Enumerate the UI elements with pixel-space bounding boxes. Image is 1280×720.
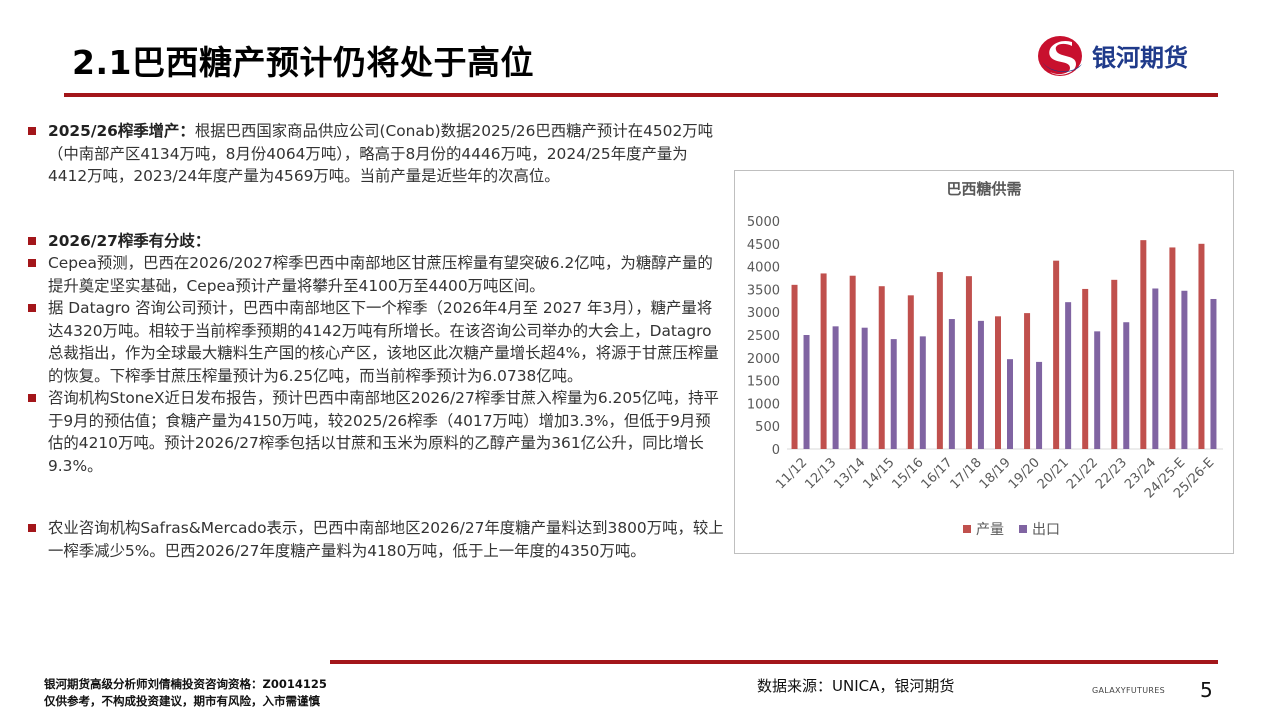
list-item: 据 Datagro 咨询公司预计，巴西中南部地区下一个榨季（2026年4月至 2…: [26, 297, 726, 387]
disclaimer: 银河期货高级分析师刘倩楠投资咨询资格：Z0014125 仅供参考，不构成投资建议…: [44, 676, 327, 710]
list-item: 2025/26榨季增产：根据巴西国家商品供应公司(Conab)数据2025/26…: [26, 120, 726, 188]
y-tick-label: 5000: [747, 215, 780, 230]
legend-swatch: [1019, 525, 1027, 533]
list-item: Cepea预测，巴西在2026/2027榨季巴西中南部地区甘蔗压榨量有望突破6.…: [26, 252, 726, 297]
legend-label: 出口: [1032, 522, 1060, 538]
bar-production: [820, 273, 827, 449]
bullet-icon: [28, 524, 36, 532]
bar-export: [1094, 331, 1101, 449]
bar-production: [849, 275, 856, 449]
y-tick-label: 2000: [747, 352, 780, 367]
bar-export: [977, 320, 984, 449]
x-tick-label: 21/22: [1064, 455, 1101, 492]
y-tick-label: 1000: [747, 397, 780, 412]
bullet-icon: [28, 236, 36, 245]
body-text: 2025/26榨季增产：根据巴西国家商品供应公司(Conab)数据2025/26…: [26, 120, 726, 562]
data-source: 数据来源：UNICA，银河期货: [757, 677, 955, 695]
bar-export: [861, 327, 868, 449]
brand-logo: 银河期货: [1036, 32, 1226, 80]
legend-label: 产量: [976, 522, 1004, 538]
y-tick-label: 1500: [747, 375, 780, 390]
bar-export: [1007, 359, 1013, 449]
bullet-icon: [28, 259, 36, 267]
disclaimer-line-2: 仅供参考，不构成投资建议，期市有风险，入市需谨慎: [44, 694, 320, 708]
bar-production: [936, 272, 943, 449]
bar-production: [907, 295, 914, 449]
list-item: 咨询机构StoneX近日发布报告，预计巴西中南部地区2026/27榨季甘蔗入榨量…: [26, 387, 726, 477]
bar-export: [1036, 361, 1043, 449]
x-tick-label: 12/13: [802, 455, 839, 492]
item-text: 根据巴西国家商品供应公司(Conab)数据2025/26巴西糖产预计在4502万…: [48, 122, 714, 185]
bar-export: [919, 336, 926, 449]
bullet-icon: [28, 304, 36, 312]
bar-production: [1140, 240, 1147, 449]
bullet-icon: [28, 394, 36, 402]
y-tick-label: 3500: [747, 283, 780, 298]
bar-export: [890, 339, 897, 449]
y-tick-label: 500: [755, 420, 780, 435]
item-text: Cepea预测，巴西在2026/2027榨季巴西中南部地区甘蔗压榨量有望突破6.…: [48, 254, 713, 295]
bar-production: [878, 286, 885, 449]
footer-divider: [330, 660, 1218, 664]
bar-production: [1198, 243, 1205, 449]
brand-name: 银河期货: [1092, 44, 1188, 72]
item-text: 据 Datagro 咨询公司预计，巴西中南部地区下一个榨季（2026年4月至 2…: [48, 299, 719, 385]
sugar-supply-chart: 巴西糖供需 0 500 1000 1500 2000 2500 3000 3500 4000 450…: [747, 180, 1223, 538]
bar-export: [803, 335, 810, 449]
brand-en: GALAXYFUTURES: [1092, 686, 1165, 695]
item-text: 咨询机构StoneX近日发布报告，预计巴西中南部地区2026/27榨季甘蔗入榨量…: [48, 389, 719, 475]
bar-production: [791, 284, 798, 449]
y-tick-label: 2500: [747, 329, 780, 344]
bar-export: [1123, 322, 1130, 449]
y-tick-label: 0: [772, 443, 780, 458]
bar-export: [948, 319, 955, 449]
chart-title: 巴西糖供需: [946, 180, 1021, 198]
bar-export: [1181, 290, 1188, 449]
list-item: 2026/27榨季有分歧：: [26, 230, 726, 253]
y-tick-label: 4500: [747, 238, 780, 253]
x-tick-label: 14/15: [860, 455, 897, 492]
x-tick-label: 17/18: [948, 455, 985, 492]
x-tick-label: 18/19: [977, 455, 1014, 492]
legend-swatch: [963, 525, 971, 533]
bar-production: [1111, 279, 1118, 449]
page-number: 5: [1200, 678, 1213, 702]
disclaimer-line-1: 银河期货高级分析师刘倩楠投资咨询资格：Z0014125: [44, 677, 327, 691]
title-divider: [64, 93, 1218, 97]
page-title: 2.1巴西糖产预计仍将处于高位: [72, 43, 534, 82]
bar-production: [965, 276, 972, 449]
x-tick-label: 16/17: [919, 455, 956, 492]
bar-export: [1210, 298, 1217, 449]
bar-export: [832, 326, 839, 449]
bar-export: [1152, 288, 1159, 449]
bar-production: [1053, 260, 1060, 449]
bar-production: [1024, 313, 1031, 449]
item-text: 农业咨询机构Safras&Mercado表示，巴西中南部地区2026/27年度糖…: [48, 519, 724, 560]
bar-production: [1169, 247, 1176, 449]
x-tick-label: 11/12: [773, 455, 810, 492]
item-label: 2025/26榨季增产：: [48, 122, 195, 140]
y-tick-label: 4000: [747, 261, 780, 276]
bullet-icon: [28, 127, 36, 135]
x-tick-label: 13/14: [831, 455, 868, 492]
y-tick-label: 3000: [747, 306, 780, 321]
chart-panel: 巴西糖供需 0 500 1000 1500 2000 2500 3000 3500 4000 450…: [734, 170, 1234, 554]
item-label: 2026/27榨季有分歧：: [48, 231, 211, 250]
bar-production: [995, 316, 1001, 449]
x-tick-label: 15/16: [890, 455, 927, 492]
x-tick-label: 22/23: [1093, 455, 1130, 492]
galaxy-logo-icon: [1038, 36, 1082, 76]
bar-export: [1065, 302, 1072, 449]
x-tick-label: 20/21: [1035, 455, 1072, 492]
list-item: 农业咨询机构Safras&Mercado表示，巴西中南部地区2026/27年度糖…: [26, 517, 726, 562]
bar-production: [1082, 288, 1089, 449]
x-tick-label: 19/20: [1006, 455, 1043, 492]
